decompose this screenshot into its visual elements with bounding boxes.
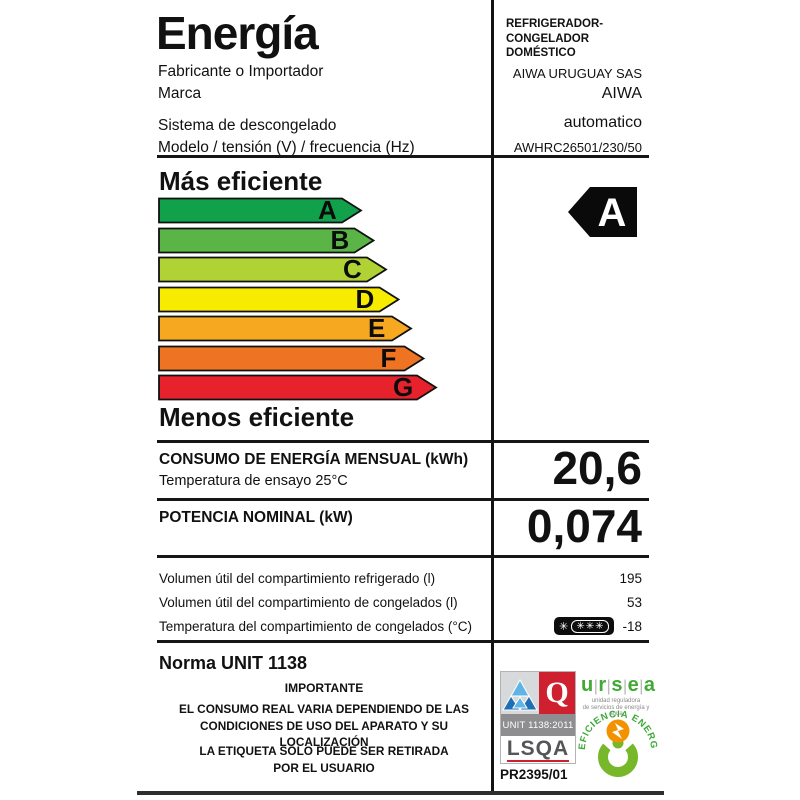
lsqa-q-icon: Q (539, 672, 575, 714)
freezer-temp-value: -18 (622, 618, 642, 634)
label-title: Energía (156, 7, 319, 59)
manufacturer-label: Fabricante o Importador (158, 63, 324, 80)
freezer-volume-label: Volumen útil del compartimiento de conge… (159, 595, 458, 610)
grade-letter-c: C (343, 254, 362, 284)
consumption-notice: EL CONSUMO REAL VARIA DEPENDIENDO DE LAS… (157, 701, 491, 751)
power-value: 0,074 (526, 500, 642, 552)
model-label: Modelo / tensión (V) / frecuencia (Hz) (158, 139, 415, 156)
certificate-code: PR2395/01 (500, 767, 568, 782)
unit-certification-number: UNIT 1138:2011 (501, 714, 575, 736)
appliance-category: REFRIGERADOR- CONGELADOR DOMÉSTICO (506, 17, 603, 61)
rating-indicator-arrow: A (568, 187, 637, 237)
more-efficient-label: Más eficiente (159, 166, 323, 196)
consumption-sub-label: Temperatura de ensayo 25°C (159, 473, 348, 489)
stars-boxed: ✳✳✳ (571, 619, 610, 633)
standard-reference: Norma UNIT 1138 (159, 653, 308, 673)
lsqa-certification-badge: Q UNIT 1138:2011 LSQA (500, 671, 576, 764)
rating-letter: A (598, 191, 627, 235)
freezer-temp-label: Temperatura del compartimiento de congel… (159, 619, 473, 634)
grade-letter-b: B (330, 224, 350, 255)
defrost-label: Sistema de descongelado (158, 117, 337, 134)
consumption-label: CONSUMO DE ENERGÍA MENSUAL (kWh) (159, 451, 469, 468)
fridge-volume-value: 195 (619, 571, 642, 586)
rule-above-power (157, 498, 649, 501)
freezer-volume-value: 53 (626, 595, 642, 610)
star-single: ✳ (559, 619, 569, 633)
removal-notice-line-1: LA ETIQUETA SÓLO PUEDE SER RETIRADA (199, 744, 449, 758)
energy-efficiency-seal-icon: EFICIENCIA ENERGETICA (576, 698, 658, 777)
rule-header (157, 155, 649, 158)
power-label: POTENCIA NOMINAL (kW) (159, 509, 353, 526)
important-heading: IMPORTANTE (284, 681, 364, 695)
category-line-2: CONGELADOR (506, 32, 590, 45)
label-bottom-edge (137, 791, 664, 795)
grade-letter-g: G (393, 372, 414, 402)
removal-notice: LA ETIQUETA SÓLO PUEDE SER RETIRADA POR … (157, 743, 491, 776)
less-efficient-label: Menos eficiente (159, 402, 355, 432)
model-value: AWHRC26501/230/50 (513, 140, 642, 155)
category-line-3: DOMÉSTICO (506, 47, 576, 59)
rule-above-footer (157, 640, 649, 643)
ursea-tagline-1: unidad reguladora (591, 698, 641, 704)
consumption-notice-line-2: CONDICIONES DE USO DEL APARATO Y SU LOCA… (200, 718, 448, 750)
grade-letter-e: E (368, 313, 386, 343)
rule-above-consumption (157, 440, 649, 443)
freezer-star-rating-badge: ✳ ✳✳✳ (554, 617, 615, 635)
defrost-value: automatico (563, 114, 642, 131)
unit-triangle-icon (501, 672, 539, 714)
removal-notice-line-2: POR EL USUARIO (273, 760, 375, 775)
fridge-volume-label: Volumen útil del compartimiento refriger… (159, 571, 436, 586)
column-divider (491, 0, 494, 791)
rule-above-details (157, 555, 649, 558)
grade-letter-a: A (318, 195, 337, 225)
brand-value: AIWA (601, 85, 642, 102)
grade-letter-f: F (380, 342, 397, 373)
grade-letter-d: D (355, 283, 375, 314)
consumption-value: 20,6 (552, 442, 642, 494)
ursea-tagline-2: de servicios de energía y agua (582, 704, 650, 718)
lsqa-name-text: LSQA (506, 737, 570, 762)
lsqa-wordmark: LSQA (501, 736, 575, 763)
ursea-wordmark: u|r|s|e|a (581, 674, 656, 696)
brand-label: Marca (158, 85, 202, 102)
ursea-logo: u|r|s|e|a unidad reguladora de servicios… (581, 674, 656, 718)
consumption-notice-line-1: EL CONSUMO REAL VARIA DEPENDIENDO DE LAS (179, 702, 469, 716)
lsqa-top-row: Q (501, 672, 575, 714)
category-line-1: REFRIGERADOR- (506, 18, 604, 30)
manufacturer-value: AIWA URUGUAY SAS (512, 66, 642, 81)
freezer-temp-cell: ✳ ✳✳✳ -18 (554, 617, 642, 635)
